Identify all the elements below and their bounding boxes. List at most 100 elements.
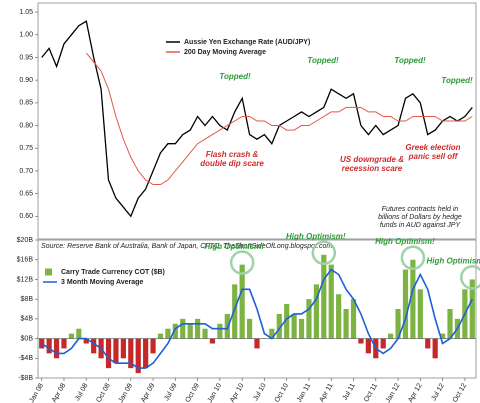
annotation: Topped!: [307, 56, 339, 65]
annotation: panic sell off: [408, 152, 459, 161]
bar: [380, 338, 386, 349]
plot-frame: [37, 239, 477, 379]
bar: [350, 299, 357, 339]
bar: [395, 309, 401, 339]
bar: [113, 338, 119, 364]
bar: [53, 338, 60, 359]
y-tick-label: 1.00: [19, 32, 33, 39]
bar: [425, 338, 431, 349]
annotation: double dip scare: [200, 159, 264, 168]
y-tick-label: $8B: [21, 296, 34, 303]
bar: [224, 313, 230, 339]
bar: [91, 338, 97, 354]
y-tick-label: 0.70: [19, 168, 33, 175]
bar: [61, 338, 67, 349]
highlight-circle: [229, 250, 255, 275]
bar: [239, 264, 245, 339]
annotation: recession scare: [342, 164, 403, 173]
annotation: High Optimism!: [375, 237, 435, 246]
series-line: [41, 268, 474, 369]
bar: [150, 338, 156, 354]
bar: [269, 328, 275, 339]
note: funds in AUD against JPY: [380, 222, 462, 229]
bar: [365, 338, 371, 354]
bar: [68, 333, 75, 339]
bar: [180, 318, 186, 339]
bar: [143, 338, 149, 369]
legend-label: 200 Day Moving Average: [184, 49, 266, 56]
bar: [284, 304, 290, 339]
bar: [128, 338, 134, 369]
y-tick-label: 0.75: [19, 145, 33, 152]
y-tick-label: $12B: [17, 276, 34, 283]
bar: [343, 309, 349, 339]
series-line: [85, 52, 473, 185]
bar: [135, 338, 141, 374]
y-tick-label: 0.60: [19, 213, 33, 220]
y-tick-label: 0.65: [19, 190, 33, 197]
bar: [432, 338, 438, 359]
bar: [195, 318, 201, 339]
legend-label: Carry Trade Currency COT ($B): [61, 269, 165, 276]
bar: [157, 333, 164, 339]
y-tick-label: $16B: [17, 257, 34, 264]
bar: [46, 338, 52, 354]
highlight-circle: [460, 265, 480, 290]
bar: [187, 323, 193, 339]
bar: [165, 328, 171, 339]
bar: [358, 338, 364, 344]
bar: [410, 259, 416, 339]
bar: [336, 294, 342, 339]
plot-frame: [37, 2, 477, 240]
y-tick-label: 0.80: [19, 122, 33, 129]
bar: [469, 279, 475, 339]
source: Source: Reserve Bank of Australia, Bank …: [41, 243, 332, 250]
y-tick-label: $4B: [21, 316, 34, 323]
annotation: High Optimism!: [286, 232, 346, 241]
legend-label: Aussie Yen Exchange Rate (AUD/JPY): [184, 39, 310, 46]
y-tick-label: 0.85: [19, 100, 33, 107]
bar: [417, 289, 423, 339]
bar: [202, 328, 208, 339]
bar: [76, 328, 82, 339]
bar: [388, 333, 394, 339]
bar: [313, 284, 319, 339]
annotation: Topped!: [394, 56, 426, 65]
series-line: [41, 20, 473, 218]
annotation: High Optimism!: [204, 242, 264, 251]
annotation: High Optimism!: [427, 257, 480, 266]
y-tick-label: 0.90: [19, 77, 33, 84]
bar: [439, 333, 446, 339]
bar: [209, 338, 216, 344]
y-tick-label: 1.05: [19, 9, 33, 16]
bar: [254, 338, 260, 349]
bar: [120, 338, 126, 359]
y-tick-label: $20B: [17, 237, 34, 244]
bar: [306, 299, 312, 339]
bar: [172, 323, 178, 339]
bar: [402, 269, 409, 339]
bar: [217, 323, 223, 339]
legend-swatch: [45, 268, 52, 276]
annotation: US downgrade &: [340, 155, 404, 164]
annotation: Topped!: [219, 72, 251, 81]
bar: [291, 313, 297, 339]
highlight-circle: [400, 245, 426, 270]
annotation: Flash crash &: [206, 150, 259, 159]
bar: [298, 318, 305, 339]
bar: [276, 313, 282, 339]
annotation: Topped!: [441, 76, 473, 85]
bar: [447, 309, 453, 339]
highlight-circle: [311, 240, 337, 266]
y-tick-label: 0.95: [19, 54, 33, 61]
legend-label: 3 Month Moving Average: [61, 279, 143, 286]
y-tick-label: $0B: [21, 335, 34, 342]
y-tick-label: -$8B: [18, 375, 33, 382]
bar: [328, 264, 334, 339]
bar: [232, 284, 238, 339]
note: Futures contracts held in: [382, 206, 459, 213]
bar: [83, 338, 89, 344]
y-tick-label: -$4B: [18, 355, 33, 362]
bar: [246, 318, 253, 339]
